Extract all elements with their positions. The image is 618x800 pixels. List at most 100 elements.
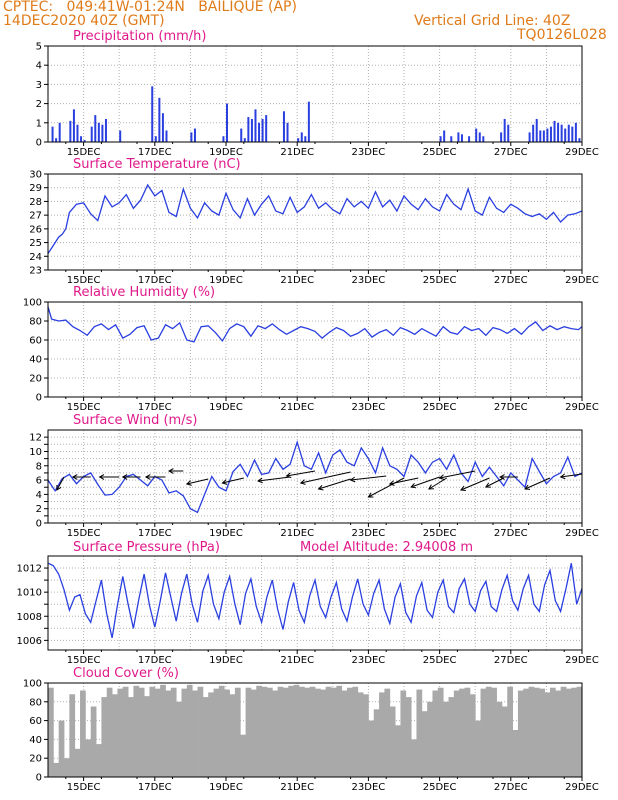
precip-xtick-label: 25DEC bbox=[423, 147, 457, 158]
precip-bar bbox=[507, 124, 510, 142]
precip-bar bbox=[300, 132, 303, 142]
cloud-bar bbox=[261, 686, 268, 777]
precip-bar bbox=[58, 122, 61, 142]
cloud-bar bbox=[411, 739, 417, 777]
wind-arrow bbox=[350, 475, 387, 481]
precip-bar bbox=[154, 136, 157, 142]
precip-bar bbox=[240, 128, 243, 142]
wind-arrow bbox=[56, 476, 65, 491]
precip-bar bbox=[557, 122, 560, 142]
cloud-bar bbox=[432, 690, 439, 777]
cloud-bar bbox=[197, 686, 204, 777]
cloud-bar bbox=[309, 686, 316, 777]
rh-series-line bbox=[47, 306, 583, 343]
cloud-bar bbox=[405, 697, 412, 777]
cloud-bar bbox=[560, 686, 567, 777]
wind-arrow-head bbox=[285, 472, 292, 479]
wind-ytick-label: 0 bbox=[36, 519, 42, 530]
wind-xtick-label: 27DEC bbox=[494, 528, 528, 539]
cloud-bar bbox=[101, 697, 108, 777]
cloud-bar bbox=[368, 720, 375, 777]
rh-ytick-label: 40 bbox=[29, 355, 42, 366]
precip-bar bbox=[80, 136, 83, 142]
wind-arrow-head bbox=[388, 480, 395, 486]
cloud-bar bbox=[357, 692, 364, 777]
temp-ytick-label: 24 bbox=[29, 252, 42, 263]
precip-bar bbox=[439, 136, 442, 142]
precip-bar bbox=[457, 132, 460, 142]
cloud-bar bbox=[208, 692, 214, 777]
cloud-bar bbox=[331, 687, 337, 777]
cloud-ytick-label: 100 bbox=[23, 679, 42, 690]
pressure-ytick-label: 1008 bbox=[17, 612, 42, 623]
precip-ytick-label: 1 bbox=[36, 118, 42, 129]
cloud-bar bbox=[448, 697, 455, 777]
cloud-bar bbox=[240, 734, 246, 777]
pressure-series-line bbox=[47, 562, 583, 639]
cloud-bar bbox=[421, 711, 428, 777]
cloud-ytick-label: 20 bbox=[29, 754, 42, 765]
cloud-bar bbox=[341, 690, 348, 777]
cloud-bar bbox=[459, 688, 465, 777]
precip-bar bbox=[258, 122, 261, 142]
cloud-bar bbox=[571, 687, 578, 777]
temp-xtick-label: 19DEC bbox=[209, 275, 243, 286]
pressure-xtick-label: 23DEC bbox=[352, 655, 386, 666]
cloud-bar bbox=[256, 685, 262, 777]
cloud-bar bbox=[69, 694, 76, 777]
pressure-xtick-label: 21DEC bbox=[280, 655, 314, 666]
cloud-bar bbox=[298, 686, 305, 777]
temp-xtick-label: 23DEC bbox=[352, 275, 386, 286]
cloud-bar bbox=[475, 720, 481, 777]
rh-ytick-label: 0 bbox=[36, 393, 42, 404]
wind-arrow-head bbox=[299, 479, 306, 485]
cloud-bar bbox=[234, 687, 241, 777]
temp-ytick-label: 29 bbox=[29, 183, 42, 194]
cloud-bar bbox=[90, 706, 97, 777]
cloud-xtick-label: 27DEC bbox=[494, 782, 528, 793]
cloud-bar bbox=[523, 688, 529, 777]
precip-bar bbox=[158, 97, 161, 142]
wind-arrow-head bbox=[56, 484, 62, 491]
precip-ytick-label: 4 bbox=[36, 61, 42, 72]
wind-ytick-label: 2 bbox=[36, 504, 42, 515]
cloud-bar bbox=[320, 689, 327, 777]
cloud-bar bbox=[400, 690, 407, 777]
precip-bar bbox=[90, 126, 93, 142]
cloud-bar bbox=[122, 686, 129, 777]
precip-bar bbox=[528, 132, 531, 142]
precip-xtick-label: 15DEC bbox=[67, 147, 101, 158]
wind-ytick-label: 4 bbox=[36, 490, 42, 501]
rh-title: Relative Humidity (%) bbox=[73, 285, 215, 300]
cloud-bar bbox=[389, 706, 396, 777]
wind-xtick-label: 15DEC bbox=[67, 528, 101, 539]
cloud-bar bbox=[138, 687, 145, 777]
cloud-bar bbox=[48, 687, 54, 777]
precip-bar bbox=[76, 124, 79, 142]
cloud-bar bbox=[304, 687, 311, 777]
wind-arrow bbox=[318, 478, 351, 490]
rh-xtick-label: 29DEC bbox=[565, 402, 599, 413]
wind-arrow-head bbox=[317, 485, 324, 491]
cloud-bar bbox=[272, 690, 279, 777]
precip-bar bbox=[193, 128, 196, 142]
precip-bar bbox=[500, 132, 503, 142]
cloud-bar bbox=[336, 685, 343, 777]
temp-xtick-label: 17DEC bbox=[138, 275, 172, 286]
precip-xtick-label: 21DEC bbox=[280, 147, 314, 158]
rh-xtick-label: 15DEC bbox=[67, 402, 101, 413]
precip-bar bbox=[119, 130, 122, 142]
temp-ytick-label: 23 bbox=[29, 266, 42, 277]
precip-bar bbox=[560, 124, 563, 142]
wind-arrow-head bbox=[524, 484, 531, 490]
precip-bar bbox=[468, 136, 471, 142]
cloud-bar bbox=[427, 701, 433, 777]
precip-bar bbox=[553, 120, 556, 142]
cloud-bar bbox=[373, 709, 380, 777]
precip-bar bbox=[307, 101, 310, 142]
cloud-xtick-label: 23DEC bbox=[352, 782, 386, 793]
grid-line-header: Vertical Grid Line: 40Z bbox=[414, 13, 571, 29]
wind-arrow-head bbox=[499, 474, 505, 480]
precip-bar bbox=[265, 115, 268, 142]
precip-ytick-label: 0 bbox=[36, 138, 42, 149]
